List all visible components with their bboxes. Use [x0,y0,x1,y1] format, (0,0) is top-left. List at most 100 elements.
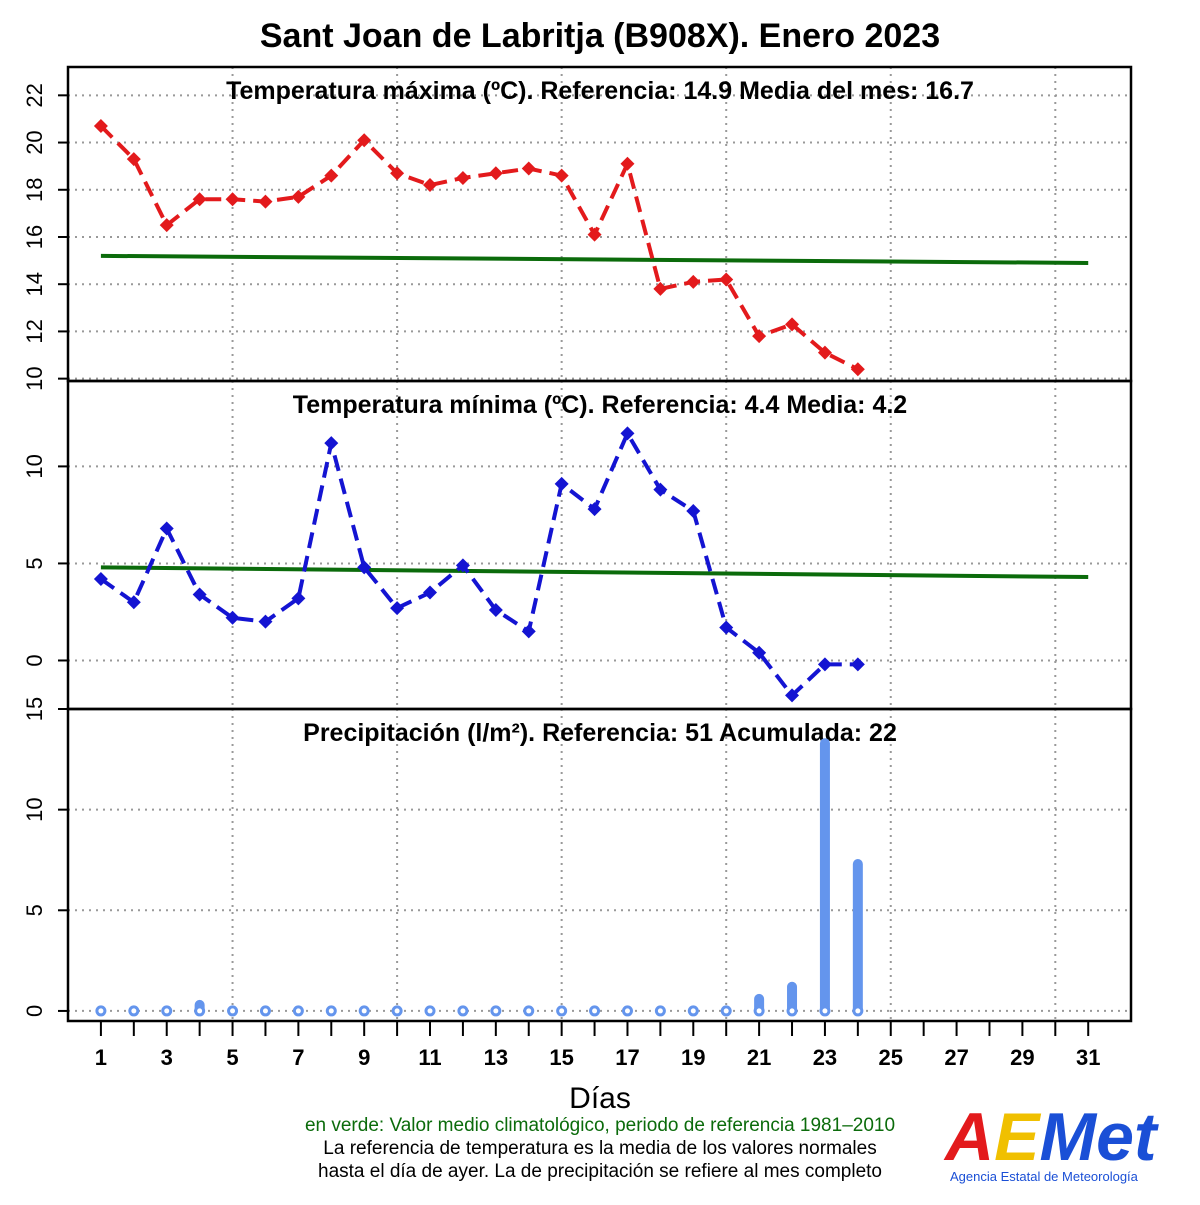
precip-zero-marker [259,1005,271,1017]
precip-zero-marker [819,1005,831,1017]
data-point-marker [719,272,734,287]
footer-green-note: en verde: Valor medio climatológico, per… [305,1115,895,1136]
precip-zero-marker [95,1005,107,1017]
data-point-marker [93,119,108,134]
y-tick-label: 10 [22,797,47,821]
precip-zero-marker [161,1005,173,1017]
x-tick-label: 31 [1076,1045,1100,1070]
x-axis-label: Días [569,1082,631,1115]
x-tick-label: 25 [879,1045,903,1070]
data-point-marker [192,192,207,207]
data-point-marker [324,168,339,183]
data-point-marker [653,281,668,296]
data-point-marker [225,192,240,207]
x-tick-label: 21 [747,1045,771,1070]
series-line [99,428,858,699]
data-point-marker [850,362,865,377]
precip-zero-marker [358,1005,370,1017]
data-point-marker [159,218,174,233]
data-point-marker [488,166,503,181]
precip-zero-marker [490,1005,502,1017]
precip-zero-marker [424,1005,436,1017]
data-point-marker [390,601,405,616]
precip-zero-marker [687,1005,699,1017]
precip-zero-marker [852,1005,864,1017]
data-point-marker [192,587,207,602]
precip-zero-marker [523,1005,535,1017]
precip-zero-marker [589,1005,601,1017]
data-point-marker [686,274,701,289]
precip-zero-marker [786,1005,798,1017]
data-point-marker [554,168,569,183]
x-tick-label: 13 [484,1045,508,1070]
y-tick-label: 10 [22,366,47,390]
y-tick-label: 14 [22,272,47,296]
data-point-marker [785,317,800,332]
y-tick-label: 0 [22,1005,47,1017]
aemet-logo: AEMet Agencia Estatal de Meteorología [943,1099,1159,1184]
data-point-marker [752,645,767,660]
x-tick-label: 23 [813,1045,837,1070]
y-tick-label: 10 [22,454,47,478]
y-tick-label: 0 [22,654,47,666]
x-tick-label: 9 [358,1045,370,1070]
data-point-marker [357,560,372,575]
data-point-marker [357,133,372,148]
y-tick-label: 22 [22,83,47,107]
x-tick-label: 3 [161,1045,173,1070]
x-tick-label: 17 [615,1045,639,1070]
x-tick-label: 15 [549,1045,573,1070]
data-point-marker [455,170,470,185]
reference-line [100,253,1089,265]
precip-zero-marker [325,1005,337,1017]
data-point-marker [324,436,339,451]
precip-zero-marker [556,1005,568,1017]
data-point-marker [390,166,405,181]
data-point-marker [817,657,832,672]
y-tick-label: 20 [22,130,47,154]
data-point-marker [93,571,108,586]
data-point-marker [488,603,503,618]
data-point-marker [686,504,701,519]
data-point-marker [258,194,273,209]
data-point-marker [159,521,174,536]
y-tick-label: 5 [22,557,47,569]
panel-title: Precipitación (l/m²). Referencia: 51 Acu… [303,719,897,747]
reference-line [100,565,1089,580]
data-point-marker [423,585,438,600]
data-point-marker [521,161,536,176]
x-tick-label: 11 [418,1045,441,1070]
y-tick-label: 12 [22,319,47,343]
logo-text: AEMet [943,1099,1159,1175]
y-tick-label: 18 [22,178,47,202]
data-point-marker [521,624,536,639]
logo-subtitle: Agencia Estatal de Meteorología [950,1169,1139,1184]
data-point-marker [258,614,273,629]
data-point-marker [423,178,438,193]
data-point-marker [653,482,668,497]
precip-zero-marker [128,1005,140,1017]
data-point-marker [785,688,800,703]
precip-zero-marker [391,1005,403,1017]
precip-zero-marker [457,1005,469,1017]
panel-frame [66,707,1133,1023]
data-point-marker [126,152,141,167]
data-point-marker [587,227,602,242]
data-point-marker [752,329,767,344]
panel-title: Temperatura mínima (ºC). Referencia: 4.4… [293,391,907,419]
y-tick-label: 16 [22,225,47,249]
data-point-marker [291,189,306,204]
precip-zero-marker [292,1005,304,1017]
chart-title: Sant Joan de Labritja (B908X). Enero 202… [260,17,940,55]
precip-zero-marker [753,1005,765,1017]
data-point-marker [554,476,569,491]
data-point-marker [291,591,306,606]
x-tick-label: 19 [681,1045,705,1070]
data-point-marker [850,657,865,672]
precip-zero-marker [720,1005,732,1017]
x-tick-label: 1 [95,1045,107,1070]
data-point-marker [817,345,832,360]
y-tick-label: 15 [22,697,47,721]
